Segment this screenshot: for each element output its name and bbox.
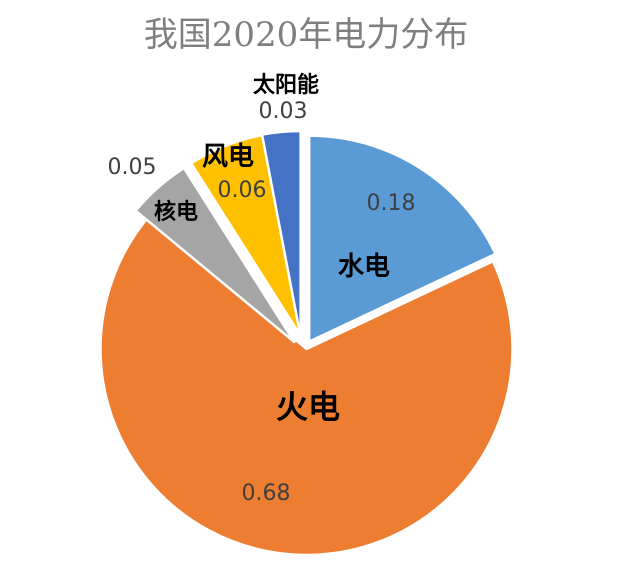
pie-slice-3: [134, 166, 296, 344]
pie-slice-5: [260, 129, 302, 339]
value-label-2: 0.68: [242, 481, 291, 506]
category-label-3: 核电: [154, 199, 198, 225]
category-label-1: 水电: [338, 252, 390, 282]
pie-slices: [99, 129, 514, 557]
pie-slice-1: [307, 134, 497, 343]
chart-title: 我国2020年电力分布: [144, 15, 469, 55]
category-label-2: 火电: [276, 388, 340, 426]
value-label-4: 0.06: [218, 178, 267, 203]
category-label-5: 太阳能: [253, 72, 319, 98]
pie-slice-2: [99, 216, 514, 557]
value-label-1: 0.18: [367, 191, 416, 216]
category-label-4: 风电: [202, 142, 254, 172]
value-label-5: 0.03: [259, 99, 308, 124]
value-label-3: 0.05: [108, 155, 157, 180]
